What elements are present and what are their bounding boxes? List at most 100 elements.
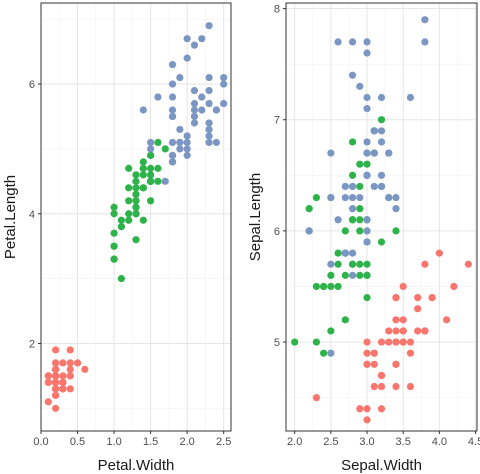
data-point-series-2 [363,238,370,245]
data-point-series-2 [184,35,191,42]
y-axis-title: Sepal.Length [247,173,264,261]
data-point-series-1 [349,261,356,268]
data-point-series-2 [184,145,191,152]
data-point-series-2 [349,38,356,45]
x-tick-label: 2.5 [323,436,338,448]
data-point-series-2 [363,172,370,179]
data-point-series-2 [342,194,349,201]
data-point-series-2 [213,139,220,146]
x-tick-label: 4.0 [432,436,447,448]
data-point-series-0 [313,394,320,401]
data-point-series-1 [356,261,363,268]
data-point-series-1 [132,178,139,185]
data-point-series-2 [378,138,385,145]
data-point-series-0 [414,305,421,312]
data-point-series-2 [147,139,154,146]
data-point-series-2 [169,113,176,120]
data-point-series-1 [125,210,132,217]
data-point-series-2 [327,149,334,156]
x-axis-title: Sepal.Width [341,457,422,474]
data-point-series-1 [306,205,313,212]
data-point-series-1 [334,283,341,290]
data-point-series-0 [378,405,385,412]
data-point-series-2 [184,152,191,159]
data-point-series-1 [334,250,341,257]
data-point-series-2 [392,205,399,212]
data-point-series-1 [110,243,117,250]
data-point-series-2 [198,106,205,113]
data-point-series-2 [154,93,161,100]
data-point-series-0 [67,385,74,392]
data-point-series-1 [132,210,139,217]
data-point-series-1 [147,165,154,172]
data-point-series-2 [169,93,176,100]
data-point-series-2 [147,145,154,152]
data-point-series-2 [169,158,176,165]
x-tick-label: 0.5 [70,436,85,448]
data-point-series-2 [363,49,370,56]
data-point-series-0 [52,366,59,373]
data-point-series-2 [220,80,227,87]
data-point-series-2 [176,145,183,152]
data-point-series-0 [392,383,399,390]
data-point-series-0 [400,316,407,323]
data-point-series-1 [363,261,370,268]
data-point-series-2 [342,183,349,190]
data-point-series-1 [356,205,363,212]
data-point-series-2 [140,106,147,113]
data-point-series-2 [327,261,334,268]
data-point-series-0 [385,338,392,345]
data-point-series-2 [205,74,212,81]
data-point-series-2 [169,61,176,68]
data-point-series-2 [191,113,198,120]
data-point-series-2 [334,216,341,223]
data-point-series-1 [132,204,139,211]
data-point-series-1 [154,165,161,172]
x-tick-label: 2.0 [287,436,302,448]
data-point-series-1 [125,165,132,172]
data-point-series-2 [169,80,176,87]
data-point-series-2 [191,87,198,94]
data-point-series-0 [392,338,399,345]
data-point-series-2 [184,55,191,62]
x-axis-title: Petal.Width [98,457,175,474]
data-point-series-0 [363,350,370,357]
y-tick-label: 6 [274,226,280,238]
data-point-series-0 [436,250,443,257]
data-point-series-2 [349,272,356,279]
data-point-series-2 [205,119,212,126]
data-point-series-2 [191,42,198,49]
data-point-series-2 [176,139,183,146]
data-point-series-0 [385,327,392,334]
data-point-series-1 [140,158,147,165]
data-point-series-1 [147,152,154,159]
x-tick-label: 4.5 [468,436,480,448]
data-point-series-0 [371,383,378,390]
data-point-series-0 [67,366,74,373]
data-point-series-0 [450,283,457,290]
data-point-series-2 [378,183,385,190]
data-point-series-0 [429,294,436,301]
data-point-series-2 [169,139,176,146]
data-point-series-2 [421,16,428,23]
data-point-series-2 [205,100,212,107]
data-point-series-1 [110,210,117,217]
data-point-series-1 [356,216,363,223]
data-point-series-1 [363,272,370,279]
data-point-series-0 [74,359,81,366]
data-point-series-0 [371,350,378,357]
data-point-series-2 [205,132,212,139]
data-point-series-0 [400,283,407,290]
data-point-series-1 [118,217,125,224]
data-point-series-0 [52,405,59,412]
data-point-series-1 [313,194,320,201]
data-point-series-1 [320,350,327,357]
data-point-series-1 [147,197,154,204]
data-point-series-1 [132,184,139,191]
data-point-series-2 [378,94,385,101]
data-point-series-2 [363,38,370,45]
data-point-series-0 [400,327,407,334]
data-point-series-0 [363,338,370,345]
data-point-series-0 [67,346,74,353]
